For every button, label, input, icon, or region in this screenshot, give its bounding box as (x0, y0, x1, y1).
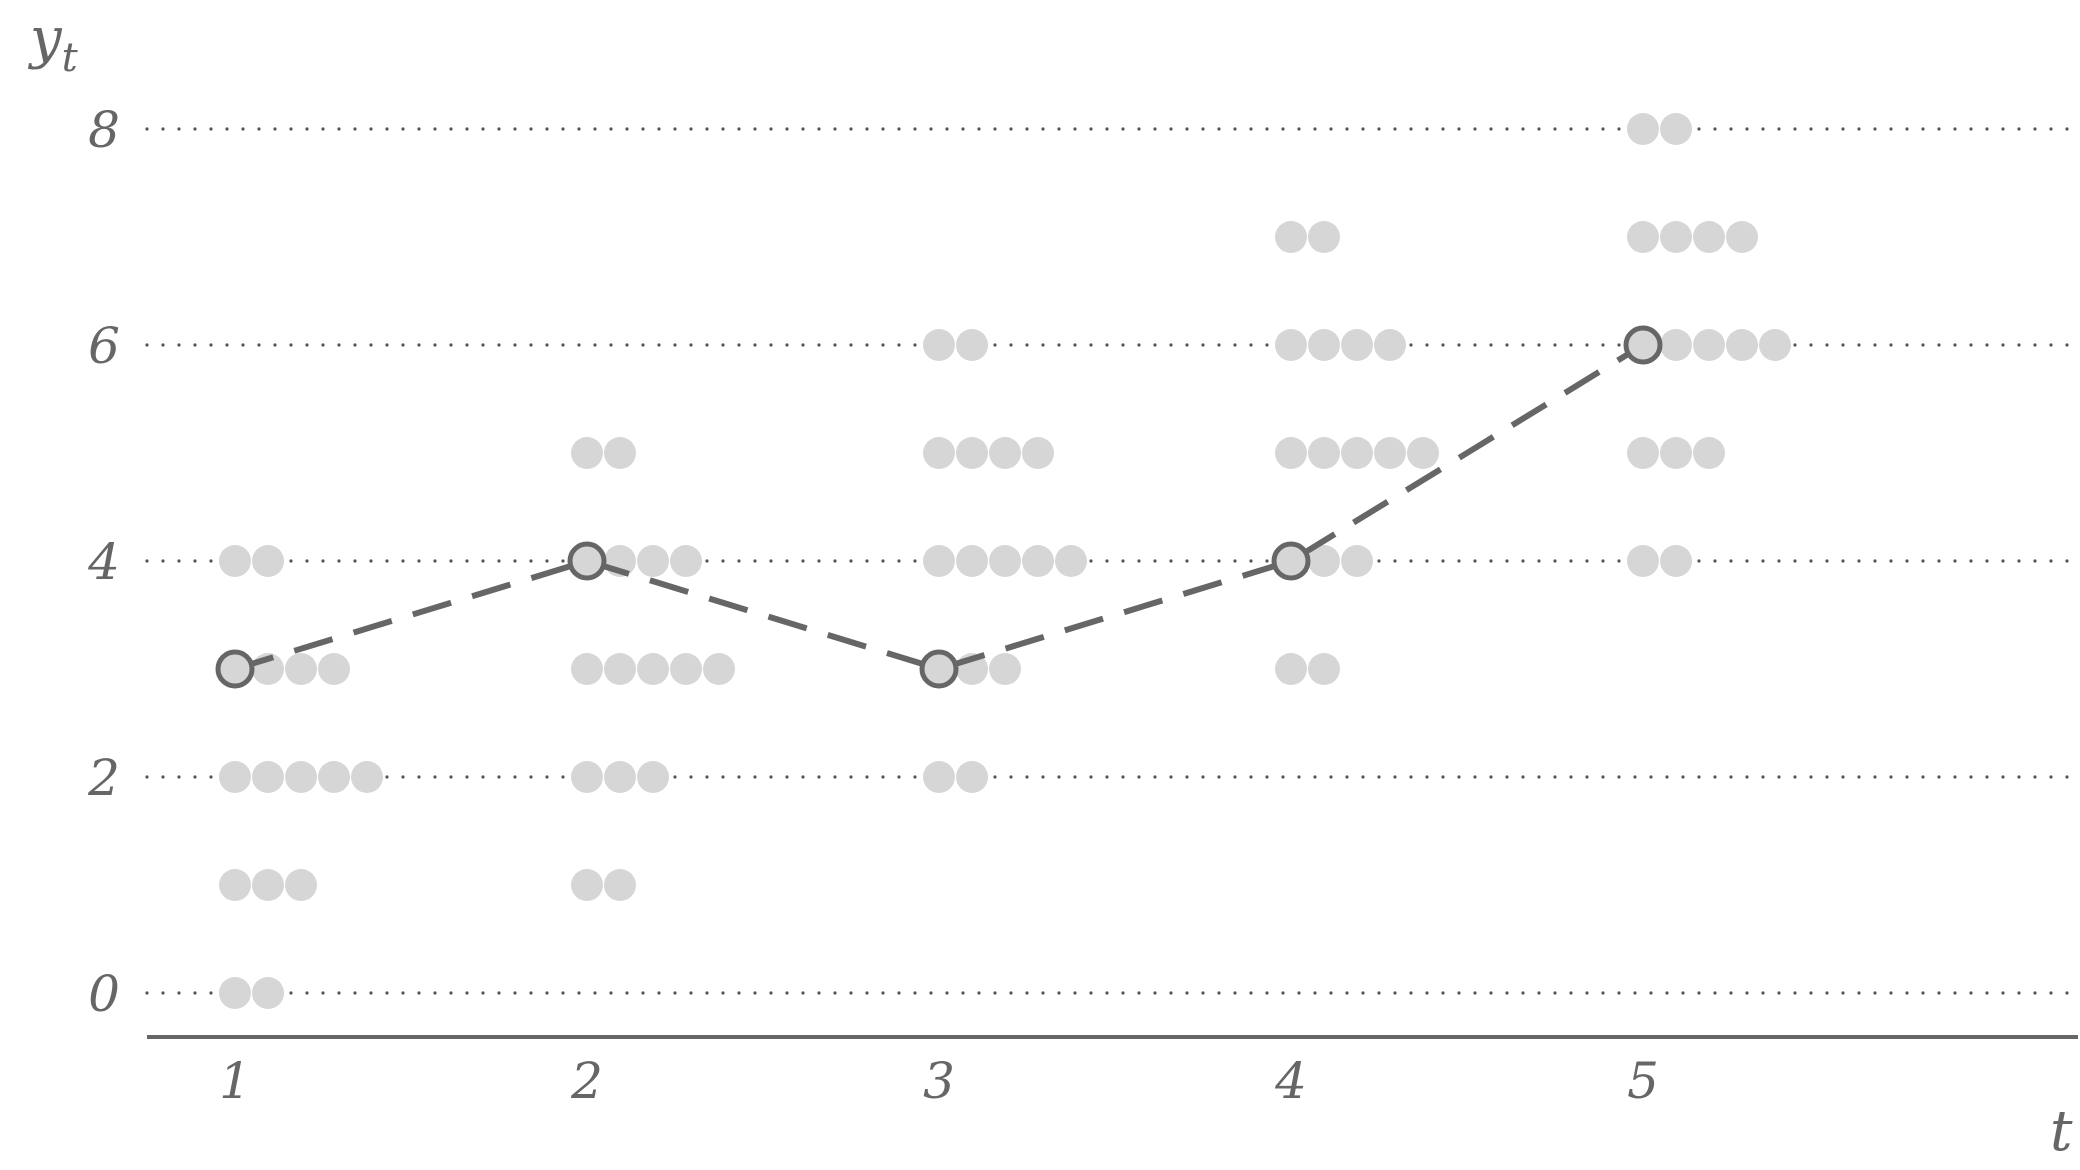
distribution-dot (1627, 113, 1659, 145)
distribution-dot (318, 761, 350, 793)
distribution-dot (923, 329, 955, 361)
distribution-dot (1308, 653, 1340, 685)
y-tick-label: 2 (87, 749, 120, 807)
distribution-dot (1341, 437, 1373, 469)
distribution-dot (989, 545, 1021, 577)
x-tick-label: 1 (219, 1052, 251, 1110)
distribution-dot (604, 653, 636, 685)
distribution-dot (219, 977, 251, 1009)
x-tick-labels: 1 2 3 4 5 (219, 1052, 1659, 1110)
distribution-dot (1726, 329, 1758, 361)
path-point (1271, 541, 1311, 581)
distribution-dot (989, 653, 1021, 685)
distribution-dot (604, 437, 636, 469)
distribution-dot (252, 761, 284, 793)
path-point (919, 649, 959, 689)
distribution-dot (571, 653, 603, 685)
distribution-dot (1275, 221, 1307, 253)
distribution-dot (1660, 329, 1692, 361)
distribution-dot (571, 869, 603, 901)
distribution-dot (604, 869, 636, 901)
distribution-dot (637, 653, 669, 685)
distribution-dot (1660, 437, 1692, 469)
distribution-dot (1308, 437, 1340, 469)
distribution-dot (1341, 545, 1373, 577)
distribution-dot (1308, 329, 1340, 361)
x-axis-label: t (2050, 1099, 2073, 1164)
distribution-dot (1308, 221, 1340, 253)
distribution-dot (252, 545, 284, 577)
distribution-dot (1693, 221, 1725, 253)
distribution-dot (604, 761, 636, 793)
distribution-dot (571, 761, 603, 793)
y-axis-label: yt (27, 6, 79, 81)
distribution-dot (571, 437, 603, 469)
distribution-dot (1759, 329, 1791, 361)
sample-path (215, 325, 1663, 689)
distribution-dot (285, 761, 317, 793)
y-tick-label: 0 (88, 965, 120, 1023)
distribution-dot (956, 437, 988, 469)
distribution-dot (252, 977, 284, 1009)
distribution-dot (923, 761, 955, 793)
distribution-dot (637, 545, 669, 577)
y-tick-label: 4 (87, 533, 120, 591)
distribution-dot (1660, 113, 1692, 145)
distribution-dot (1693, 437, 1725, 469)
distribution-dot (1022, 545, 1054, 577)
distribution-dot (956, 545, 988, 577)
distribution-dot (1341, 329, 1373, 361)
distribution-dot (1275, 437, 1307, 469)
x-tick-label: 3 (923, 1052, 955, 1110)
distribution-dot (1055, 545, 1087, 577)
y-axis-label-main: y (27, 6, 63, 71)
x-tick-label: 2 (570, 1052, 603, 1110)
distribution-dot (637, 761, 669, 793)
distribution-dot (1407, 437, 1439, 469)
distribution-dot (956, 329, 988, 361)
distribution-dot (1660, 545, 1692, 577)
x-tick-label: 5 (1627, 1052, 1659, 1110)
path-line (234, 342, 1645, 672)
distribution-dot (923, 545, 955, 577)
distribution-dot (1660, 221, 1692, 253)
distribution-dot (219, 761, 251, 793)
distribution-dot (1308, 545, 1340, 577)
distribution-dot (219, 545, 251, 577)
distribution-dot (1627, 437, 1659, 469)
distribution-dot (285, 869, 317, 901)
distribution-dot (989, 437, 1021, 469)
distribution-dot (1627, 545, 1659, 577)
distribution-dot (1693, 329, 1725, 361)
distribution-dot (1726, 221, 1758, 253)
distribution-dot (1374, 329, 1406, 361)
y-axis-label-subscript: t (62, 35, 79, 81)
distribution-dot (923, 437, 955, 469)
distribution-dot (1374, 437, 1406, 469)
distribution-dot (1275, 329, 1307, 361)
distribution-dots (219, 113, 1791, 1009)
distribution-dot (1627, 221, 1659, 253)
y-tick-label: 8 (88, 101, 120, 159)
y-tick-labels: 0 2 4 6 8 (87, 101, 120, 1023)
path-point (567, 541, 607, 581)
path-point (215, 649, 255, 689)
distribution-dot (1022, 437, 1054, 469)
distribution-dot (219, 869, 251, 901)
distribution-dot (351, 761, 383, 793)
distribution-dot (1275, 653, 1307, 685)
distribution-dot (956, 761, 988, 793)
grid-lines (145, 127, 2080, 995)
path-point (1623, 325, 1663, 365)
distribution-dot (703, 653, 735, 685)
distribution-dot (318, 653, 350, 685)
y-tick-label: 6 (88, 317, 120, 375)
distribution-dot (670, 653, 702, 685)
distribution-dot (285, 653, 317, 685)
x-tick-label: 4 (1274, 1052, 1307, 1110)
distribution-dot (252, 869, 284, 901)
distribution-dot (670, 545, 702, 577)
